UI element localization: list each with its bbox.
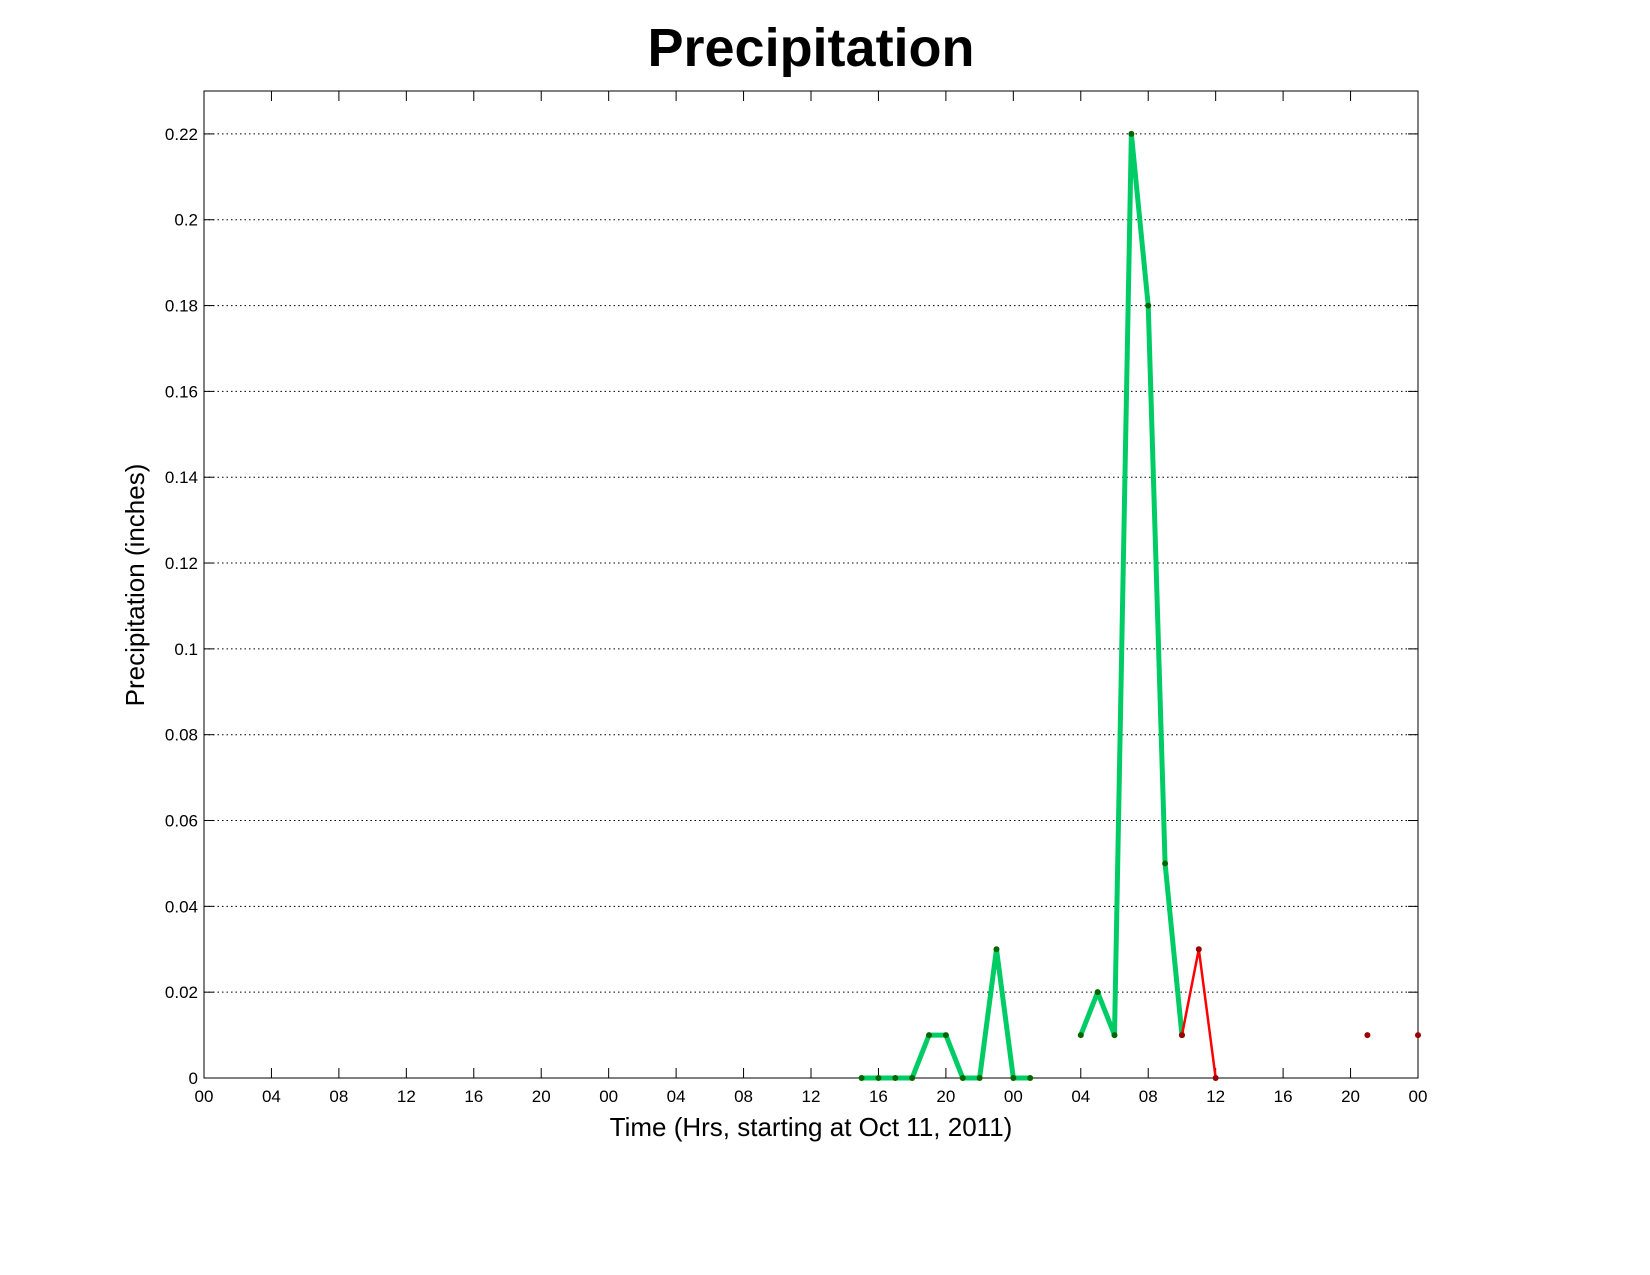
y-axis-label: Precipitation (inches) <box>120 464 150 707</box>
data-point <box>993 946 1000 953</box>
y-tick-label: 0.08 <box>165 726 198 745</box>
x-tick-label: 20 <box>936 1087 955 1106</box>
data-point <box>1027 1075 1034 1081</box>
y-tick-label: 0 <box>189 1069 198 1088</box>
x-tick-label: 00 <box>1409 1087 1428 1106</box>
data-point <box>1145 302 1152 309</box>
x-tick-label: 12 <box>802 1087 821 1106</box>
data-point <box>875 1075 882 1081</box>
x-tick-label: 20 <box>1341 1087 1360 1106</box>
y-tick-label: 0.12 <box>165 554 198 573</box>
y-tick-label: 0.1 <box>174 640 198 659</box>
plot-background <box>204 91 1418 1078</box>
x-tick-label: 20 <box>532 1087 551 1106</box>
data-point <box>909 1075 916 1081</box>
y-tick-label: 0.02 <box>165 983 198 1002</box>
data-point <box>959 1075 966 1081</box>
data-point <box>1077 1032 1084 1039</box>
x-tick-label: 16 <box>1274 1087 1293 1106</box>
x-tick-label: 08 <box>1139 1087 1158 1106</box>
y-tick-label: 0.2 <box>174 211 198 230</box>
data-point <box>1195 946 1202 953</box>
x-tick-label: 12 <box>1206 1087 1225 1106</box>
data-point <box>942 1032 949 1039</box>
x-tick-label: 00 <box>195 1087 214 1106</box>
data-point <box>1415 1032 1421 1039</box>
data-point <box>1010 1075 1017 1081</box>
x-tick-label: 00 <box>1004 1087 1023 1106</box>
y-tick-label: 0.18 <box>165 297 198 316</box>
x-tick-label: 08 <box>329 1087 348 1106</box>
data-point <box>926 1032 933 1039</box>
data-point <box>1162 860 1169 867</box>
x-tick-label: 04 <box>1071 1087 1090 1106</box>
x-tick-label: 04 <box>667 1087 686 1106</box>
plot-frame <box>203 90 1419 1079</box>
x-tick-label: 16 <box>869 1087 888 1106</box>
data-point <box>1178 1032 1185 1039</box>
y-tick-label: 0.22 <box>165 125 198 144</box>
data-point <box>858 1075 865 1081</box>
y-tick-label: 0.06 <box>165 812 198 831</box>
data-point <box>976 1075 983 1081</box>
x-tick-label: 08 <box>734 1087 753 1106</box>
data-point <box>1128 130 1135 137</box>
y-tick-label: 0.16 <box>165 382 198 401</box>
chart-title: Precipitation <box>647 18 974 78</box>
x-tick-label: 00 <box>599 1087 618 1106</box>
data-point <box>1111 1032 1118 1039</box>
x-axis-label: Time (Hrs, starting at Oct 11, 2011) <box>610 1112 1013 1142</box>
x-tick-label: 12 <box>397 1087 416 1106</box>
data-point <box>1212 1075 1219 1081</box>
x-tick-label: 04 <box>262 1087 281 1106</box>
x-tick-label: 16 <box>464 1087 483 1106</box>
data-point <box>1364 1032 1371 1039</box>
y-tick-label: 0.14 <box>165 468 198 487</box>
data-point <box>1094 989 1101 996</box>
data-point <box>892 1075 899 1081</box>
y-tick-label: 0.04 <box>165 897 198 916</box>
